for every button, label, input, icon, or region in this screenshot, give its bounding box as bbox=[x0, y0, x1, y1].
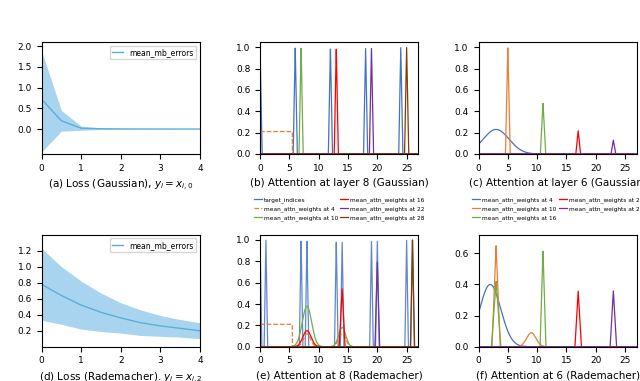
Legend: mean_mb_errors: mean_mb_errors bbox=[109, 239, 196, 252]
X-axis label: (a) Loss (Gaussian), $y_i = x_{i,0}$: (a) Loss (Gaussian), $y_i = x_{i,0}$ bbox=[48, 178, 193, 193]
X-axis label: (b) Attention at layer 8 (Gaussian): (b) Attention at layer 8 (Gaussian) bbox=[250, 178, 429, 188]
X-axis label: (f) Attention at 6 (Rademacher): (f) Attention at 6 (Rademacher) bbox=[476, 371, 640, 381]
X-axis label: (e) Attention at 8 (Rademacher): (e) Attention at 8 (Rademacher) bbox=[256, 371, 422, 381]
Legend: mean_attn_weights at 4, mean_attn_weights at 10, mean_attn_weights at 16, mean_a: mean_attn_weights at 4, mean_attn_weight… bbox=[472, 197, 640, 221]
X-axis label: (c) Attention at layer 6 (Gaussian): (c) Attention at layer 6 (Gaussian) bbox=[468, 178, 640, 188]
X-axis label: (d) Loss (Rademacher). $y_i = x_{i,2}$: (d) Loss (Rademacher). $y_i = x_{i,2}$ bbox=[39, 371, 203, 381]
Legend: mean_mb_errors: mean_mb_errors bbox=[109, 46, 196, 59]
Legend: target_indices, mean_attn_weights at 4, mean_attn_weights at 10, mean_attn_weigh: target_indices, mean_attn_weights at 4, … bbox=[253, 197, 425, 221]
